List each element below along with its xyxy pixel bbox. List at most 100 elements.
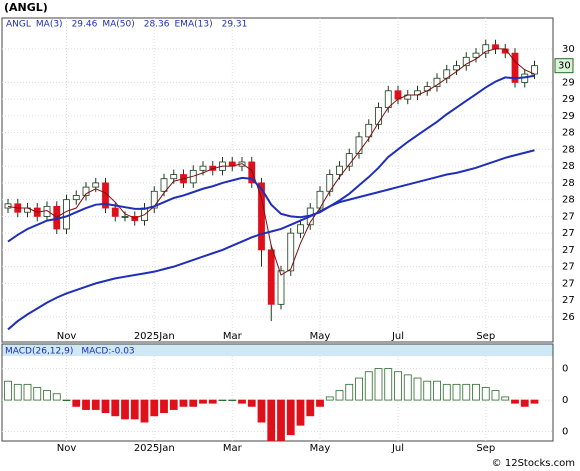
candle-body [316, 190, 324, 209]
macd-bar [179, 399, 188, 407]
macd-bar [91, 399, 100, 410]
macd-bar [101, 399, 110, 414]
candle-body [248, 161, 256, 184]
y-tick-label: 27 [562, 211, 575, 222]
macd-bar [238, 399, 246, 404]
candle-body [258, 182, 265, 251]
candle-body [170, 174, 178, 180]
macd-bar [316, 399, 324, 407]
y-tick-label: 0 [562, 427, 568, 438]
x-tick-label: Sep [476, 443, 495, 454]
candle-body [121, 215, 129, 218]
macd-bar [355, 377, 363, 401]
macd-bar [52, 393, 61, 401]
macd-bar [384, 368, 393, 401]
legend-text: MA(50) [102, 20, 134, 30]
macd-bar [150, 399, 159, 417]
candle-body [462, 56, 470, 67]
macd-bar [413, 377, 422, 401]
macd-bar [33, 387, 42, 401]
macd-bar [511, 399, 519, 404]
y-tick-label: 27 [562, 228, 575, 239]
macd-bar [520, 399, 529, 407]
macd-bar [4, 380, 12, 401]
price-panel [1, 17, 554, 343]
macd-bar [121, 399, 129, 420]
x-tick-label: Sep [476, 331, 495, 342]
candle-body [4, 203, 12, 209]
macd-bar [286, 399, 295, 436]
candle-body [297, 224, 304, 234]
macd-bar [82, 399, 90, 410]
y-tick-label: 29 [562, 111, 575, 122]
candle-body [384, 90, 392, 108]
candle-body [472, 52, 480, 58]
candle-body [63, 199, 70, 230]
x-tick-label: Mar [223, 331, 243, 342]
candle-body [92, 182, 100, 188]
x-tick-label: Jul [391, 443, 404, 454]
macd-bar [43, 390, 51, 401]
line-series [7, 149, 535, 331]
macd-bar [394, 371, 402, 401]
candle-body [160, 178, 168, 192]
y-tick-label: 27 [562, 262, 575, 273]
y-tick-label: 28 [562, 144, 575, 155]
candle-body [336, 165, 343, 175]
line-series [7, 74, 535, 243]
macd-bar [169, 399, 178, 410]
x-tick-label: Nov [57, 331, 77, 342]
candle-body [423, 86, 431, 92]
legend-text: EMA(13) [175, 20, 213, 30]
x-tick-label: Nov [57, 443, 77, 454]
macd-bar [277, 399, 285, 442]
candle-body [150, 190, 158, 209]
y-tick-label: 28 [562, 178, 575, 189]
candle-body [511, 52, 519, 83]
macd-bar [23, 383, 32, 401]
macd-bar [72, 399, 81, 407]
chart-title: (ANGL) [4, 1, 48, 14]
x-tick-label: 2025Jan [134, 443, 175, 454]
x-tick-label: May [310, 331, 331, 342]
macd-bar [481, 387, 490, 401]
legend-text: 28.36 [144, 20, 170, 30]
macd-bar [530, 399, 539, 404]
candle-body [375, 107, 382, 125]
legend-text: MACD(26,12,9) [5, 347, 73, 357]
y-tick-label: 27 [562, 295, 575, 306]
candle-body [492, 44, 499, 50]
y-tick-label: 29 [562, 94, 575, 105]
macd-bar [325, 396, 334, 401]
macd-bar [462, 383, 471, 401]
macd-bar [199, 399, 207, 404]
y-tick-label: 0 [562, 395, 568, 406]
y-tick-label: 28 [562, 128, 575, 139]
macd-bar [335, 390, 344, 401]
candle-body [277, 270, 285, 305]
macd-bar [403, 374, 412, 401]
macd-bar [228, 399, 237, 401]
macd-bar [306, 399, 315, 417]
x-tick-label: Jul [391, 331, 404, 342]
candle-body [482, 44, 490, 54]
macd-bar [442, 383, 451, 401]
candle-body [355, 136, 363, 154]
footer: © 12Stocks.com [492, 458, 575, 469]
y-tick-label: 30 [562, 44, 575, 55]
macd-bar [501, 396, 510, 401]
candle-body [199, 165, 207, 171]
x-tick-label: Mar [223, 443, 243, 454]
y-tick-label: 28 [562, 195, 575, 206]
macd-bar [345, 383, 354, 401]
macd-bar [218, 399, 227, 401]
macd-bar [62, 399, 71, 401]
candle-body [111, 207, 119, 217]
x-tick-label: May [310, 443, 331, 454]
legend-text: 29.31 [222, 20, 248, 30]
macd-bar [491, 390, 500, 401]
candle-body [267, 249, 275, 305]
y-tick-label: 28 [562, 161, 575, 172]
candle-body [82, 186, 90, 196]
